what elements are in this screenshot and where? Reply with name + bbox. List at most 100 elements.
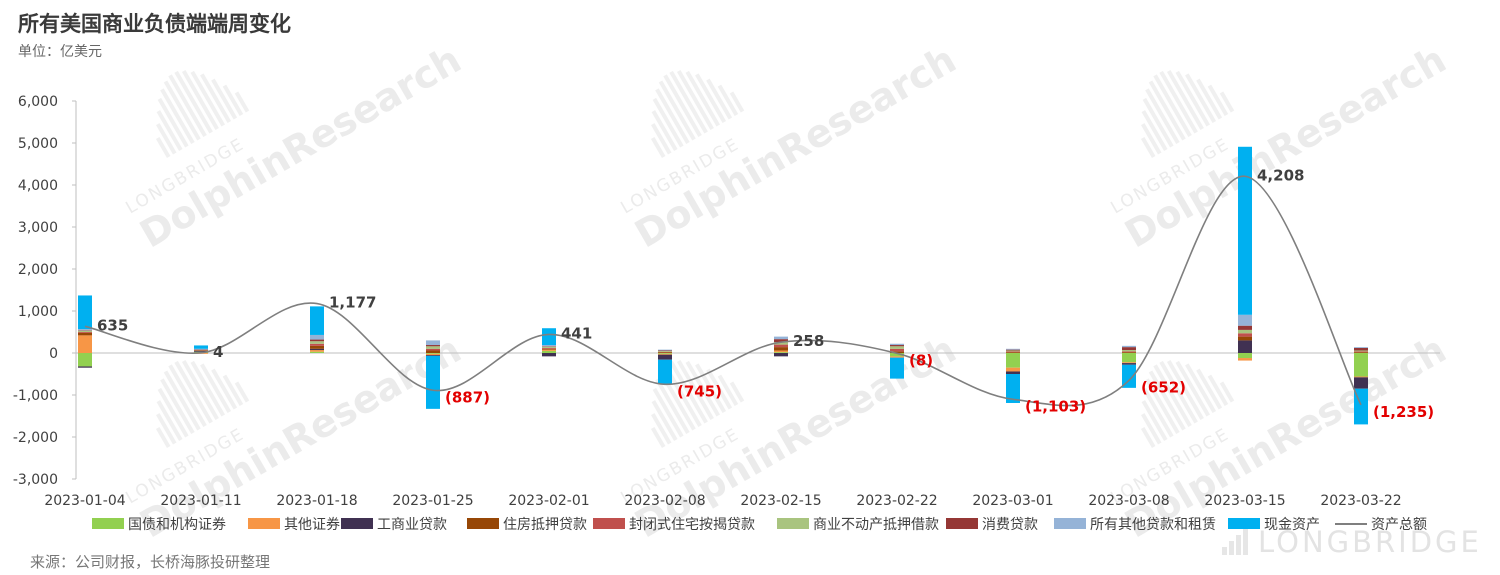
bar-segment: [658, 353, 672, 355]
watermark-bar: [676, 360, 714, 421]
watermark-bar: [222, 374, 244, 407]
watermark-bar: [181, 360, 219, 421]
legend-swatch: [92, 518, 124, 529]
legend-swatch: [467, 518, 499, 529]
bar-segment: [890, 348, 904, 352]
watermark-bar: [1141, 413, 1162, 445]
watermark-bar: [1207, 84, 1229, 117]
legend-swatch: [341, 518, 373, 529]
total-data-label: 635: [97, 316, 128, 334]
bar-segment: [658, 351, 672, 353]
legend-label: 其他证券: [284, 517, 340, 533]
watermark-bar: [706, 368, 733, 410]
bar-segment: [774, 344, 788, 348]
bar-segment: [658, 352, 672, 353]
watermark-bar: [234, 91, 250, 113]
bar-segment: [1238, 329, 1252, 334]
brand-watermark: LONGBRIDGE: [1222, 526, 1482, 558]
watermark-bar: [200, 363, 232, 414]
watermark-bar: [651, 413, 672, 445]
watermark-bar: [160, 378, 195, 435]
bar-segment: [1354, 376, 1368, 378]
watermark-bar: [190, 70, 225, 127]
watermark-large-text: DolphinResearch: [1118, 327, 1454, 546]
total-data-label: (1,103): [1025, 397, 1086, 415]
watermark-bar: [1140, 426, 1156, 449]
legend: 国债和机构证券 其他证券 工商业贷款 住房抵押贷款 封闭式住宅按揭贷款 商业不动产抵押借款…: [92, 517, 1427, 533]
bar-segment: [1354, 347, 1368, 348]
bar-segment: [774, 353, 788, 357]
watermark-bar: [1207, 374, 1229, 407]
bar-segment: [1354, 377, 1368, 389]
legend-label: 资产总额: [1371, 517, 1427, 533]
legend-label: 所有其他贷款和租赁: [1090, 517, 1216, 533]
watermark-bar: [200, 73, 232, 124]
watermark-bar: [658, 80, 696, 141]
x-tick-label: 2023-01-04: [44, 493, 125, 509]
bar-segment: [78, 366, 92, 368]
watermark-bar: [157, 387, 189, 438]
watermark-bar: [676, 70, 714, 131]
bar-segment: [1238, 146, 1252, 315]
bar-segment: [1238, 336, 1252, 341]
bar-segment: [78, 330, 92, 331]
watermark-bar: [658, 370, 696, 431]
bar-segment: [890, 346, 904, 349]
x-tick-label: 2023-02-22: [856, 493, 937, 509]
bar-segment: [426, 346, 440, 349]
y-tick-label: 0: [49, 346, 58, 362]
total-data-label: 441: [561, 324, 592, 342]
legend-label: 商业不动产抵押借款: [813, 517, 939, 533]
bar-segment: [1006, 350, 1020, 352]
bar-segment: [310, 350, 324, 352]
y-tick-label: 2,000: [18, 262, 58, 278]
x-tick-label: 2023-02-08: [624, 493, 705, 509]
total-data-label: (8): [909, 351, 933, 369]
watermark-large-text: DolphinResearch: [133, 327, 469, 546]
x-tick-label: 2023-01-25: [392, 493, 473, 509]
watermark-bar: [650, 426, 666, 449]
bar-segment: [1006, 353, 1020, 368]
bar-segment: [542, 346, 556, 348]
watermark-bar: [1148, 370, 1186, 431]
bar-segment: [1122, 364, 1136, 388]
bar-segment: [1122, 363, 1136, 365]
watermark-bar: [1185, 363, 1217, 414]
legend-swatch: [777, 518, 809, 529]
watermark-bar: [1141, 110, 1168, 152]
watermark-bar: [1166, 70, 1204, 131]
y-tick-label: 4,000: [18, 178, 58, 194]
bar-segment: [194, 350, 208, 352]
bar-segment: [78, 332, 92, 336]
y-tick-label: 1,000: [18, 304, 58, 320]
total-data-label: (652): [1141, 378, 1186, 396]
watermark-large-text: DolphinResearch: [133, 37, 469, 256]
watermark-bar: [1175, 70, 1210, 127]
watermark-bar: [181, 70, 219, 131]
watermark-bar: [1196, 368, 1223, 410]
watermark-bar: [160, 88, 195, 145]
watermark-bar: [685, 360, 720, 417]
legend-label: 住房抵押贷款: [503, 517, 587, 533]
bar-segment: [890, 356, 904, 358]
bar-segment: [1006, 348, 1020, 350]
watermark-bar: [163, 370, 201, 431]
legend-label: 封闭式住宅按揭贷款: [629, 517, 755, 533]
legend-swatch: [1054, 518, 1086, 529]
bar-segment: [194, 348, 208, 350]
bar-segment: [1122, 352, 1136, 353]
bar-segment: [1354, 350, 1368, 352]
bar-segment: [1006, 374, 1020, 403]
watermark-bar: [156, 110, 183, 152]
bar-segment: [1354, 351, 1368, 353]
bar-segment: [426, 348, 440, 351]
bar-segment: [426, 353, 440, 356]
bar-segment: [658, 349, 672, 351]
watermark-bar: [1142, 97, 1174, 148]
watermark-bar: [1153, 364, 1192, 428]
total-data-label: 4,208: [1257, 166, 1304, 184]
watermark-bar: [190, 360, 225, 417]
bar-segment: [194, 350, 208, 351]
